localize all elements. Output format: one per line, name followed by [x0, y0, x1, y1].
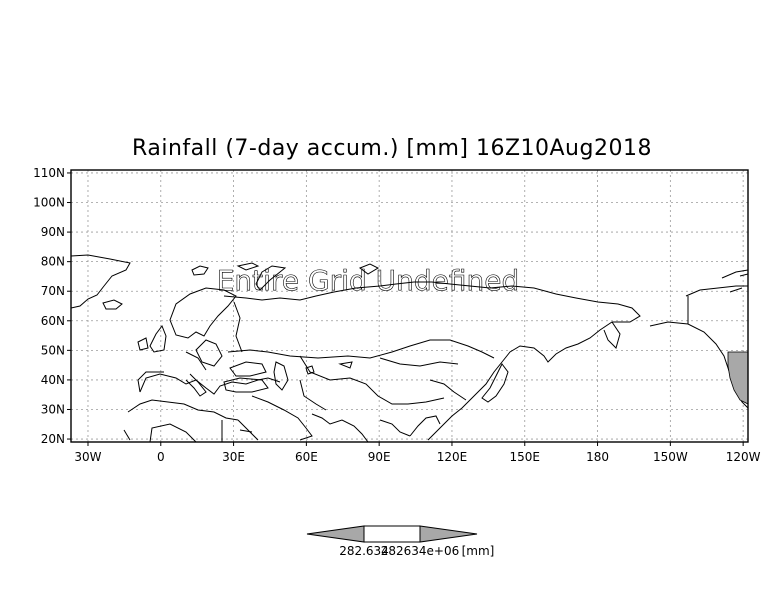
- seasia-coast: [409, 415, 441, 437]
- lon-tick-label: 30W: [74, 450, 101, 464]
- border-1: [233, 301, 243, 353]
- lon-ticks: 30W 0 30E 60E 90E 120E 150E 180 150W 120W: [74, 442, 761, 464]
- border-8: [221, 420, 253, 442]
- canadian-arctic: [721, 269, 748, 293]
- border-11: [429, 379, 467, 401]
- svalbard-coast: [191, 265, 209, 276]
- lat-tick-label: 110N: [33, 166, 65, 180]
- kamchatka-coast: [603, 321, 621, 349]
- undefined-grid-message: Entire Grid Undefined: [217, 264, 520, 297]
- colorbar-label-high: 282634e+06: [381, 544, 460, 558]
- coastlines: [71, 254, 748, 442]
- africa-north-coast: [127, 399, 239, 421]
- border-3: [379, 357, 459, 367]
- novaya-zemlya-coast: [255, 265, 287, 291]
- border-6: [185, 351, 207, 371]
- lat-tick-label: 70N: [41, 284, 65, 298]
- alaska-coast: [685, 285, 748, 297]
- greenland-coast: [71, 254, 131, 309]
- lat-ticks: 110N 100N 90N 80N 70N 60N 50N 40N 30N 20N: [33, 166, 71, 446]
- lon-tick-label: 150E: [510, 450, 541, 464]
- rainfall-shading: [727, 351, 748, 405]
- lon-tick-label: 60E: [295, 450, 318, 464]
- border-7: [149, 423, 197, 442]
- border-9: [123, 429, 131, 441]
- lon-tick-label: 150W: [653, 450, 688, 464]
- balkhash-coast: [338, 361, 353, 369]
- lat-tick-label: 100N: [33, 196, 65, 210]
- italy-coast: [185, 373, 207, 397]
- map-frame: [70, 169, 749, 443]
- colorbar-label-low: 282.634: [339, 544, 389, 558]
- greenland-east: [739, 273, 748, 277]
- europe-south-coast: [139, 373, 281, 395]
- iceland-coast: [102, 299, 123, 310]
- colorbar-unit: [mm]: [462, 544, 495, 558]
- india-coast: [311, 413, 411, 442]
- arabia-coast: [237, 395, 313, 441]
- lon-tick-label: 0: [157, 450, 165, 464]
- lat-tick-label: 30N: [41, 402, 65, 416]
- japan-coast: [481, 363, 509, 403]
- colorbar: 282.634 282634e+06 [mm]: [306, 525, 495, 558]
- turkey-coast: [223, 377, 269, 393]
- ireland-coast: [137, 337, 149, 351]
- colorbar-mid-segment: [363, 525, 421, 543]
- lat-tick-label: 90N: [41, 225, 65, 239]
- lat-tick-label: 40N: [41, 373, 65, 387]
- lat-tick-label: 50N: [41, 343, 65, 357]
- aral-coast: [305, 365, 315, 375]
- colorbar-low-arrow: [306, 525, 365, 543]
- black-sea-coast: [229, 361, 267, 377]
- lon-tick-label: 120E: [437, 450, 468, 464]
- border-2: [227, 339, 495, 359]
- lon-tick-label: 120W: [726, 450, 761, 464]
- caspian-coast: [273, 361, 289, 391]
- lon-tick-label: 180: [586, 450, 609, 464]
- colorbar-high-arrow: [419, 525, 478, 543]
- iberia-coast: [137, 371, 164, 393]
- franz-josef-coast: [236, 262, 260, 271]
- border-10: [299, 379, 327, 411]
- lat-tick-label: 60N: [41, 314, 65, 328]
- map-title: Rainfall (7-day accum.) [mm] 16Z10Aug201…: [132, 136, 652, 161]
- severnaya-zemlya-coast: [358, 263, 380, 275]
- scandinavia-coast: [169, 287, 237, 339]
- lat-tick-label: 20N: [41, 432, 65, 446]
- lon-tick-label: 90E: [368, 450, 391, 464]
- eurasia-north-coast: [223, 281, 641, 441]
- lon-tick-label: 30E: [222, 450, 245, 464]
- border-4: [299, 355, 445, 405]
- britain-coast: [149, 324, 167, 353]
- lat-tick-label: 80N: [41, 255, 65, 269]
- border-5: [195, 339, 223, 367]
- gridlines: [71, 170, 748, 442]
